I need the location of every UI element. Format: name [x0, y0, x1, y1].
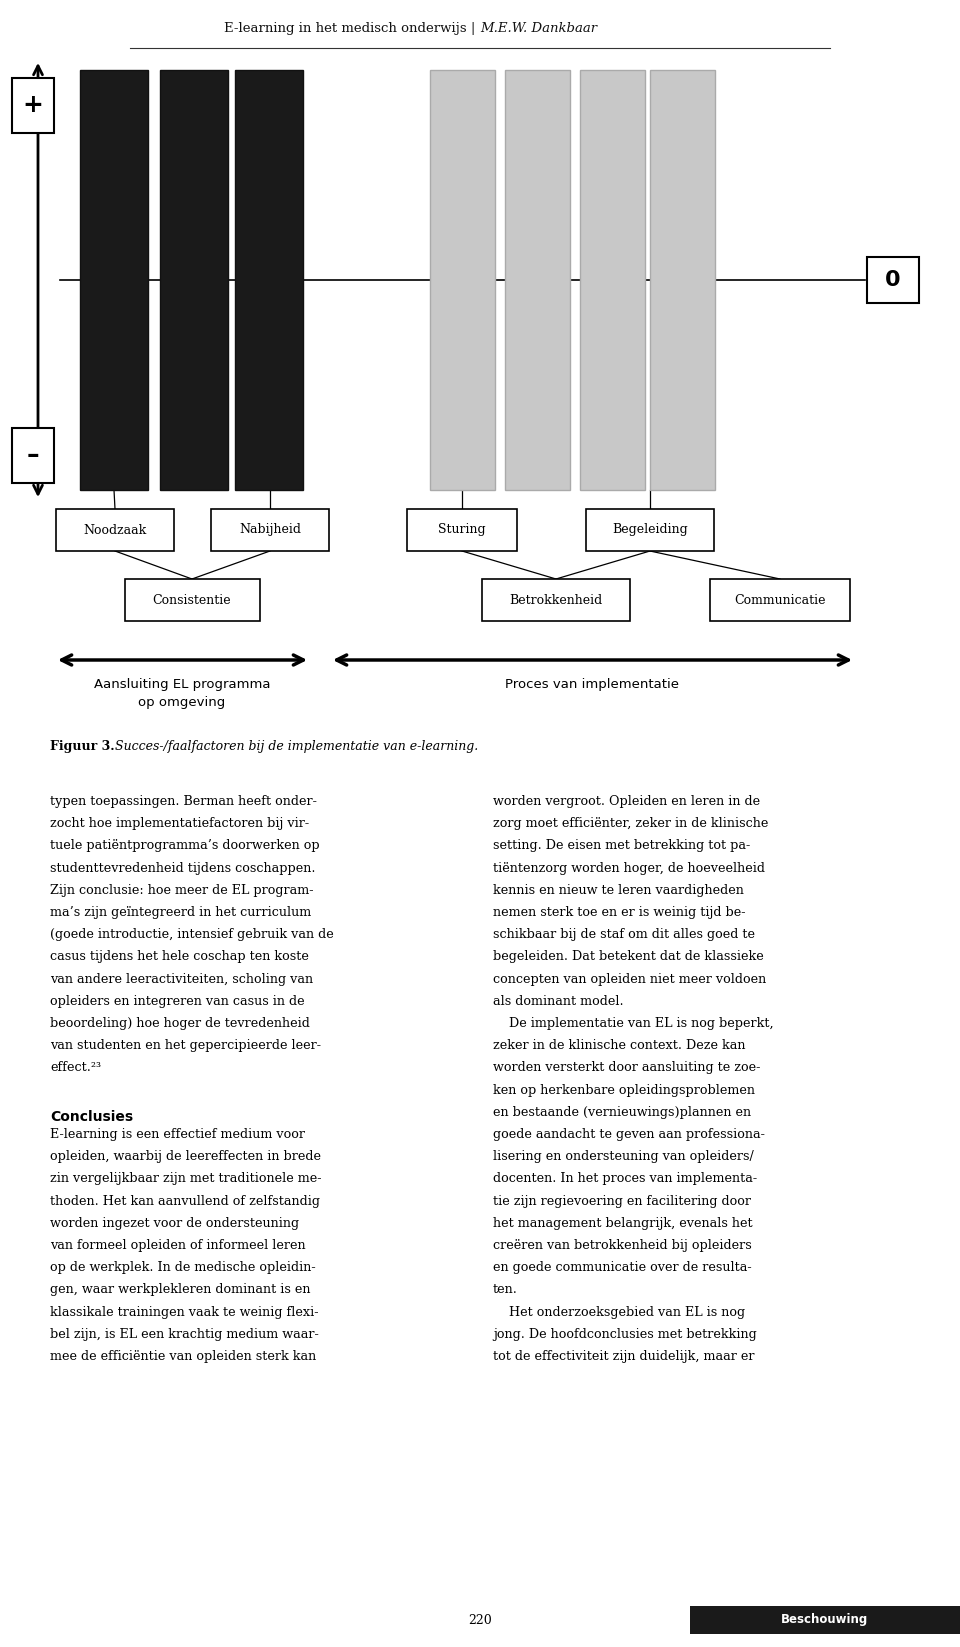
- Text: Noodzaak: Noodzaak: [84, 524, 147, 537]
- Bar: [80, 71, 148, 491]
- Text: Proces van implementatie: Proces van implementatie: [505, 679, 679, 692]
- Bar: [211, 509, 329, 552]
- Text: E-learning is een effectief medium voor: E-learning is een effectief medium voor: [50, 1128, 305, 1141]
- Text: Sturing: Sturing: [438, 524, 486, 537]
- Text: concepten van opleiden niet meer voldoen: concepten van opleiden niet meer voldoen: [493, 973, 766, 985]
- Bar: [125, 580, 259, 621]
- Text: De implementatie van EL is nog beperkt,: De implementatie van EL is nog beperkt,: [493, 1016, 774, 1029]
- Bar: [867, 257, 919, 303]
- Text: thoden. Het kan aanvullend of zelfstandig: thoden. Het kan aanvullend of zelfstandi…: [50, 1194, 320, 1207]
- Text: tiëntenzorg worden hoger, de hoeveelheid: tiëntenzorg worden hoger, de hoeveelheid: [493, 861, 765, 875]
- Text: als dominant model.: als dominant model.: [493, 995, 624, 1008]
- Bar: [407, 509, 517, 552]
- Text: kennis en nieuw te leren vaardigheden: kennis en nieuw te leren vaardigheden: [493, 884, 744, 898]
- Text: zin vergelijkbaar zijn met traditionele me-: zin vergelijkbaar zijn met traditionele …: [50, 1173, 322, 1186]
- Text: docenten. In het proces van implementa-: docenten. In het proces van implementa-: [493, 1173, 757, 1186]
- Text: mee de efficiëntie van opleiden sterk kan: mee de efficiëntie van opleiden sterk ka…: [50, 1351, 316, 1364]
- Text: tot de effectiviteit zijn duidelijk, maar er: tot de effectiviteit zijn duidelijk, maa…: [493, 1351, 755, 1364]
- Text: ten.: ten.: [493, 1283, 517, 1296]
- Text: Het onderzoeksgebied van EL is nog: Het onderzoeksgebied van EL is nog: [493, 1306, 745, 1319]
- Text: tuele patiëntprogramma’s doorwerken op: tuele patiëntprogramma’s doorwerken op: [50, 840, 320, 853]
- Bar: [56, 509, 174, 552]
- Text: Betrokkenheid: Betrokkenheid: [510, 593, 603, 606]
- Text: worden versterkt door aansluiting te zoe-: worden versterkt door aansluiting te zoe…: [493, 1061, 760, 1074]
- Text: van formeel opleiden of informeel leren: van formeel opleiden of informeel leren: [50, 1239, 305, 1252]
- Text: en bestaande (vernieuwings)plannen en: en bestaande (vernieuwings)plannen en: [493, 1105, 751, 1118]
- Text: studenttevredenheid tijdens coschappen.: studenttevredenheid tijdens coschappen.: [50, 861, 316, 875]
- Text: Communicatie: Communicatie: [734, 593, 826, 606]
- Text: van andere leeractiviteiten, scholing van: van andere leeractiviteiten, scholing va…: [50, 973, 313, 985]
- Text: begeleiden. Dat betekent dat de klassieke: begeleiden. Dat betekent dat de klassiek…: [493, 950, 764, 963]
- Text: +: +: [23, 92, 43, 117]
- Bar: [505, 71, 570, 491]
- Text: beoordeling) hoe hoger de tevredenheid: beoordeling) hoe hoger de tevredenheid: [50, 1016, 310, 1029]
- Text: Nabijheid: Nabijheid: [239, 524, 301, 537]
- Bar: [482, 580, 630, 621]
- Text: goede aandacht te geven aan professiona-: goede aandacht te geven aan professiona-: [493, 1128, 765, 1141]
- Bar: [12, 428, 54, 483]
- Text: (goede introductie, intensief gebruik van de: (goede introductie, intensief gebruik va…: [50, 929, 334, 940]
- Text: creëren van betrokkenheid bij opleiders: creëren van betrokkenheid bij opleiders: [493, 1239, 752, 1252]
- Text: zocht hoe implementatiefactoren bij vir-: zocht hoe implementatiefactoren bij vir-: [50, 817, 309, 830]
- Text: 220: 220: [468, 1614, 492, 1627]
- Text: op de werkplek. In de medische opleidin-: op de werkplek. In de medische opleidin-: [50, 1262, 316, 1275]
- Text: schikbaar bij de staf om dit alles goed te: schikbaar bij de staf om dit alles goed …: [493, 929, 755, 940]
- Text: opleiden, waarbij de leereffecten in brede: opleiden, waarbij de leereffecten in bre…: [50, 1150, 321, 1163]
- Text: zorg moet efficiënter, zeker in de klinische: zorg moet efficiënter, zeker in de klini…: [493, 817, 768, 830]
- Text: Consistentie: Consistentie: [153, 593, 231, 606]
- Bar: [710, 580, 850, 621]
- Text: setting. De eisen met betrekking tot pa-: setting. De eisen met betrekking tot pa-: [493, 840, 751, 853]
- Bar: [12, 77, 54, 132]
- Text: nemen sterk toe en er is weinig tijd be-: nemen sterk toe en er is weinig tijd be-: [493, 906, 746, 919]
- Text: Zijn conclusie: hoe meer de EL program-: Zijn conclusie: hoe meer de EL program-: [50, 884, 314, 898]
- Bar: [580, 71, 645, 491]
- Text: Figuur 3.: Figuur 3.: [50, 740, 114, 753]
- Text: van studenten en het gepercipieerde leer-: van studenten en het gepercipieerde leer…: [50, 1039, 321, 1052]
- Text: Begeleiding: Begeleiding: [612, 524, 688, 537]
- Text: Conclusies: Conclusies: [50, 1110, 133, 1123]
- Text: casus tijdens het hele coschap ten koste: casus tijdens het hele coschap ten koste: [50, 950, 309, 963]
- Text: gen, waar werkplekleren dominant is en: gen, waar werkplekleren dominant is en: [50, 1283, 310, 1296]
- Text: opleiders en integreren van casus in de: opleiders en integreren van casus in de: [50, 995, 304, 1008]
- Bar: [690, 1606, 960, 1634]
- Text: klassikale trainingen vaak te weinig flexi-: klassikale trainingen vaak te weinig fle…: [50, 1306, 319, 1319]
- Text: het management belangrijk, evenals het: het management belangrijk, evenals het: [493, 1217, 753, 1230]
- Text: Beschouwing: Beschouwing: [781, 1614, 869, 1627]
- Text: Aansluiting EL programma: Aansluiting EL programma: [94, 679, 271, 692]
- Text: ma’s zijn geïntegreerd in het curriculum: ma’s zijn geïntegreerd in het curriculum: [50, 906, 311, 919]
- Bar: [430, 71, 495, 491]
- Text: worden ingezet voor de ondersteuning: worden ingezet voor de ondersteuning: [50, 1217, 300, 1230]
- Bar: [160, 71, 228, 491]
- Text: lisering en ondersteuning van opleiders/: lisering en ondersteuning van opleiders/: [493, 1150, 754, 1163]
- Bar: [586, 509, 714, 552]
- Text: Succes-/faalfactoren bij de implementatie van e-learning.: Succes-/faalfactoren bij de implementati…: [115, 740, 478, 753]
- Text: –: –: [27, 443, 39, 468]
- Text: zeker in de klinische context. Deze kan: zeker in de klinische context. Deze kan: [493, 1039, 746, 1052]
- Text: effect.²³: effect.²³: [50, 1061, 101, 1074]
- Text: M.E.W. Dankbaar: M.E.W. Dankbaar: [480, 21, 597, 35]
- Text: ken op herkenbare opleidingsproblemen: ken op herkenbare opleidingsproblemen: [493, 1084, 755, 1097]
- Text: E-learning in het medisch onderwijs |: E-learning in het medisch onderwijs |: [225, 21, 480, 35]
- Text: 0: 0: [885, 270, 900, 290]
- Text: bel zijn, is EL een krachtig medium waar-: bel zijn, is EL een krachtig medium waar…: [50, 1327, 319, 1341]
- Bar: [235, 71, 303, 491]
- Text: worden vergroot. Opleiden en leren in de: worden vergroot. Opleiden en leren in de: [493, 796, 760, 809]
- Text: tie zijn regievoering en facilitering door: tie zijn regievoering en facilitering do…: [493, 1194, 751, 1207]
- Text: typen toepassingen. Berman heeft onder-: typen toepassingen. Berman heeft onder-: [50, 796, 317, 809]
- Text: jong. De hoofdconclusies met betrekking: jong. De hoofdconclusies met betrekking: [493, 1327, 756, 1341]
- Bar: [650, 71, 715, 491]
- Text: op omgeving: op omgeving: [138, 697, 226, 708]
- Text: en goede communicatie over de resulta-: en goede communicatie over de resulta-: [493, 1262, 752, 1275]
